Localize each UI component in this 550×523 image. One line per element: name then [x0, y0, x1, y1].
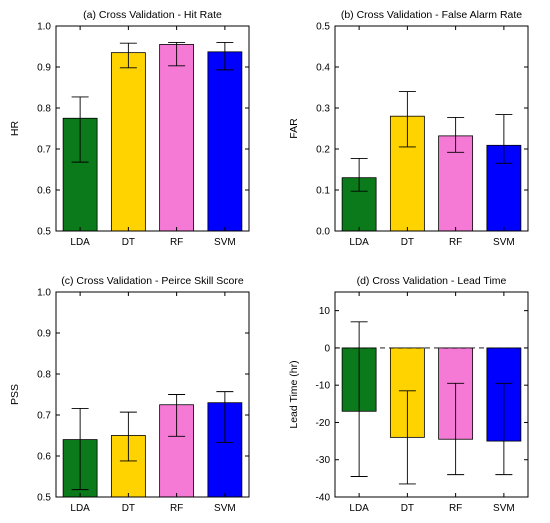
y-tick-label: 0.0 [316, 227, 330, 238]
panel-hit-rate: (a) Cross Validation - Hit Rate HR 0.5 0.6 0… [9, 9, 250, 248]
error-bar-lda [350, 321, 368, 477]
error-bar-svm [495, 114, 513, 164]
y-tick-label: -10 [316, 381, 331, 392]
y-tick-label: 0.7 [37, 411, 51, 422]
x-category-label: LDA [349, 503, 369, 514]
y-axis-label: PSS [9, 384, 21, 405]
y-tick-label: 0.6 [37, 452, 51, 463]
plot-frame [55, 25, 250, 232]
panel-false-alarm-rate: (b) Cross Validation - False Alarm Rate F… [288, 9, 529, 248]
y-tick-label: 0.4 [316, 63, 330, 74]
y-tick-label: 0.5 [37, 227, 51, 238]
y-tick-label: 10 [319, 306, 331, 317]
plot-frame [334, 25, 529, 232]
y-tick-label: 0.5 [316, 22, 330, 33]
y-axis-label: HR [9, 121, 21, 137]
x-category-label: RF [170, 503, 183, 514]
error-bar-lda [71, 407, 89, 491]
bar-dt [110, 52, 146, 232]
error-bar-rf [447, 116, 465, 153]
error-bar-dt [398, 91, 416, 148]
y-tick-label: 0.5 [37, 493, 51, 504]
x-category-label: LDA [70, 237, 90, 248]
error-bar-lda [71, 96, 89, 163]
y-axis-label: FAR [288, 118, 300, 139]
y-tick-label: 0.3 [316, 104, 330, 115]
x-category-label: RF [449, 503, 462, 514]
error-bar-lda [350, 157, 368, 192]
y-tick-label: 0 [324, 343, 330, 354]
error-bar-dt [398, 390, 416, 485]
x-category-label: LDA [70, 503, 90, 514]
panel-peirce-skill-score: (c) Cross Validation - Peirce Skill Scor… [9, 275, 250, 514]
error-bar-rf [168, 394, 186, 437]
bar-rf [159, 44, 195, 232]
error-bar-svm [216, 391, 234, 443]
y-axis-label: Lead Time (hr) [288, 360, 300, 428]
plot-frame [55, 291, 250, 498]
y-tick-label: 1.0 [37, 22, 51, 33]
x-category-label: RF [170, 237, 183, 248]
chart-title: (d) Cross Validation - Lead Time [357, 275, 507, 287]
y-tick-label: 0.7 [37, 145, 51, 156]
y-tick-label: 0.8 [37, 370, 51, 381]
y-tick-label: 0.6 [37, 186, 51, 197]
y-tick-label: 0.2 [316, 145, 330, 156]
chart-title: (a) Cross Validation - Hit Rate [83, 9, 222, 21]
x-category-label: SVM [214, 237, 236, 248]
error-bar-dt [119, 411, 137, 462]
x-category-label: DT [122, 503, 135, 514]
y-tick-label: -20 [316, 418, 331, 429]
x-category-label: SVM [493, 503, 515, 514]
error-bar-svm [495, 382, 513, 476]
x-category-label: DT [401, 237, 414, 248]
panel-lead-time: (d) Cross Validation - Lead Time Lead Tim… [288, 275, 529, 514]
x-category-label: SVM [493, 237, 515, 248]
x-category-label: RF [449, 237, 462, 248]
y-tick-label: 0.1 [316, 186, 330, 197]
bar-svm [207, 51, 243, 232]
error-bar-svm [216, 41, 234, 71]
x-category-label: DT [401, 503, 414, 514]
error-bar-rf [447, 382, 465, 476]
y-tick-label: -40 [316, 493, 331, 504]
y-tick-label: 0.9 [37, 63, 51, 74]
error-bar-rf [168, 41, 186, 67]
x-category-label: DT [122, 237, 135, 248]
chart-title: (b) Cross Validation - False Alarm Rate [341, 9, 522, 21]
chart-title: (c) Cross Validation - Peirce Skill Scor… [61, 275, 244, 287]
y-tick-label: 0.9 [37, 329, 51, 340]
y-tick-label: -30 [316, 455, 331, 466]
error-bar-dt [119, 42, 137, 69]
x-category-label: SVM [214, 503, 236, 514]
y-tick-label: 0.8 [37, 104, 51, 115]
y-tick-label: 1.0 [37, 288, 51, 299]
plot-frame [334, 291, 529, 498]
x-category-label: LDA [349, 237, 369, 248]
